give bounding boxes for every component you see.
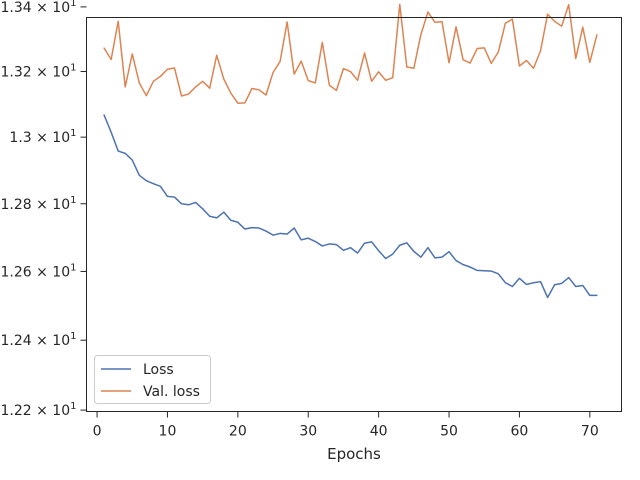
plot-frame [86,17,622,412]
series-lines [103,3,598,299]
x-tick-label: 60 [511,424,529,440]
x-axis: 0 10 20 30 40 50 60 70 [93,411,599,440]
x-tick-label: 30 [299,424,317,440]
x-tick-label: 70 [581,424,599,440]
legend: Loss Val. loss [94,355,211,404]
y-tick-label: 1.34 × 101 [1,0,77,16]
y-axis: 1.22 × 101 1.24 × 101 1.26 × 101 1.28 × 101… [1,0,87,419]
y-tick-label: 1.22 × 101 [1,401,77,419]
y-tick-label: 1.24 × 101 [1,331,77,349]
x-axis-label: Epochs [327,445,381,463]
x-tick-label: 20 [229,424,247,440]
x-tick-label: 40 [370,424,388,440]
plot-background [86,17,622,412]
series-line-val-loss [103,3,598,104]
series-line-loss [103,114,598,299]
legend-label: Loss [143,362,174,378]
y-tick-label: 1.28 × 101 [1,195,77,213]
y-tick-label: 1.32 × 101 [1,63,77,81]
y-tick-label: 1.26 × 101 [1,262,77,280]
x-tick-label: 0 [93,424,102,440]
y-tick-label: 1.3 × 101 [9,128,76,146]
x-tick-label: 50 [440,424,458,440]
x-tick-label: 10 [159,424,177,440]
legend-label: Val. loss [143,384,200,400]
